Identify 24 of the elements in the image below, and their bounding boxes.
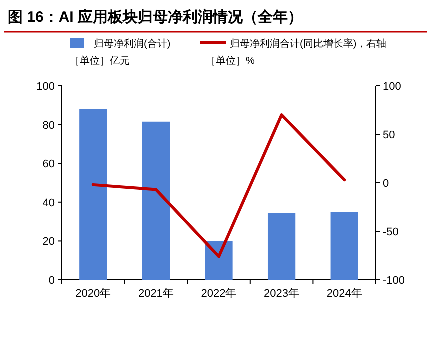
legend-label: 归母净利润合计(同比增长率)，右轴［单位］% bbox=[206, 38, 387, 67]
y2-tick-label: 50 bbox=[383, 130, 396, 142]
y2-tick-label: 100 bbox=[383, 81, 402, 93]
y-tick-label: 100 bbox=[36, 81, 55, 93]
bar bbox=[80, 109, 108, 280]
y-tick-label: 0 bbox=[48, 275, 55, 287]
x-tick-label: 2022年 bbox=[201, 288, 237, 300]
y-tick-label: 60 bbox=[42, 158, 55, 171]
y-tick-label: 20 bbox=[42, 236, 55, 248]
bar bbox=[330, 212, 358, 280]
chart-title: 图 16：AI 应用板块归母净利润情况（全年） bbox=[8, 8, 304, 26]
y2-tick-label: -50 bbox=[383, 226, 399, 238]
line-series bbox=[92, 114, 346, 258]
y2-tick-label: 0 bbox=[383, 178, 390, 190]
bar bbox=[268, 213, 296, 280]
y2-tick-label: -100 bbox=[383, 275, 406, 287]
x-tick-label: 2021年 bbox=[138, 288, 174, 300]
y-tick-label: 40 bbox=[42, 197, 55, 210]
x-tick-label: 2024年 bbox=[326, 288, 362, 300]
bar bbox=[142, 122, 170, 280]
x-tick-label: 2023年 bbox=[264, 288, 300, 300]
legend-label: 归母净利润(合计)［单位］亿元 bbox=[70, 38, 171, 67]
y-tick-label: 80 bbox=[42, 120, 55, 132]
x-tick-label: 2020年 bbox=[76, 288, 112, 300]
